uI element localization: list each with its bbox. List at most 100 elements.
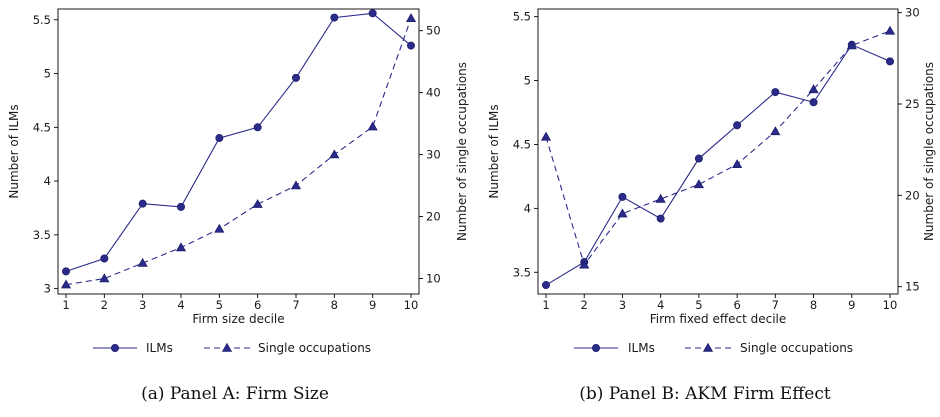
single-occupations-data-point xyxy=(252,198,263,208)
single-occupations-data-point xyxy=(329,149,340,159)
ilms-data-point xyxy=(291,73,300,82)
ilms-data-point xyxy=(618,192,627,201)
ilms-data-point xyxy=(253,123,262,132)
legend-single-occupations-label: Single occupations xyxy=(740,341,853,355)
single-occupations-data-point xyxy=(214,223,225,233)
legend-ilms-marker xyxy=(111,343,120,352)
x-tick-label: 10 xyxy=(404,298,419,312)
panel-a-caption: (a) Panel A: Firm Size xyxy=(141,384,329,404)
y-left-tick-label: 3.5 xyxy=(513,265,531,279)
y-left-tick-label: 3.5 xyxy=(33,228,51,242)
single-occupations-data-point xyxy=(884,25,896,35)
x-tick-label: 4 xyxy=(177,298,184,312)
single-occupations-data-point xyxy=(405,13,417,22)
panel-b-series xyxy=(540,25,896,290)
panel-b: 1 2 3 4 5 6 7 8 9 10 3.5 4 4.5 5 5.5 15 20 25 30 Firm fixe… xyxy=(487,6,936,355)
y-left-tick-label: 4.5 xyxy=(513,137,531,151)
panel-a-axis-labels: Firm size decile Number of ILMs Number of … xyxy=(7,62,469,326)
panel-a-series xyxy=(60,9,417,289)
y-right-tick-label: 30 xyxy=(426,148,441,162)
ilms-series-line xyxy=(545,44,891,286)
panel-a-axis-ticks: 1 2 3 4 5 6 7 8 9 10 3 3.5 4 4.5 5 5.5 10 20 30 40 50 xyxy=(33,13,441,312)
x-tick-label: 6 xyxy=(254,298,261,312)
single-occupations-data-point xyxy=(617,208,628,218)
x-tick-label: 8 xyxy=(331,298,338,312)
y-right-tick-label: 40 xyxy=(426,86,441,100)
x-tick-label: 6 xyxy=(733,298,740,312)
single-occupations-data-point xyxy=(367,121,378,131)
single-occupations-data-point xyxy=(579,259,590,269)
x-tick-label: 2 xyxy=(101,298,108,312)
single-occupations-data-point xyxy=(693,179,704,189)
x-tick-label: 8 xyxy=(810,298,817,312)
legend-single-occupations-label: Single occupations xyxy=(258,341,371,355)
ilms-data-point xyxy=(733,121,742,130)
single-occupations-data-point xyxy=(846,40,857,50)
y-left-tick-label: 4 xyxy=(524,201,531,215)
legend-ilms-label: ILMs xyxy=(146,341,173,355)
legend-ilms-label: ILMs xyxy=(628,341,655,355)
panel-a-legend: ILMs Single occupations xyxy=(93,341,371,355)
ilms-data-point xyxy=(771,88,780,97)
single-occupations-data-point xyxy=(99,273,110,283)
y-left-tick-label: 3 xyxy=(44,282,51,296)
y-axis-left-label: Number of ILMs xyxy=(487,104,501,198)
single-occupations-data-point xyxy=(175,242,187,252)
y-left-tick-label: 5.5 xyxy=(33,13,51,27)
ilms-data-point xyxy=(656,214,665,223)
ilms-series-line xyxy=(65,12,412,272)
legend-single-occupations-marker xyxy=(702,342,714,352)
panel-a: 1 2 3 4 5 6 7 8 9 10 3 3.5 4 4.5 5 5.5 10 20 30 40 50 Firm s… xyxy=(7,8,469,355)
single-occupations-data-point xyxy=(808,84,819,94)
ilms-data-point xyxy=(62,267,71,276)
y-right-tick-label: 25 xyxy=(905,97,920,111)
x-tick-label: 4 xyxy=(657,298,664,312)
y-right-tick-label: 30 xyxy=(905,6,920,20)
single-occupations-series-line xyxy=(65,18,412,286)
y-left-tick-label: 4 xyxy=(44,174,51,188)
y-left-tick-label: 4.5 xyxy=(33,120,51,134)
panel-b-axis-labels: Firm fixed effect decile Number of ILMs Nu… xyxy=(487,62,936,326)
ilms-data-point xyxy=(368,9,377,18)
ilms-data-point xyxy=(138,199,147,208)
panel-b-plot-frame xyxy=(537,8,899,295)
ilms-data-point xyxy=(330,13,339,22)
x-tick-label: 9 xyxy=(369,298,376,312)
single-occupations-data-point xyxy=(290,180,302,190)
y-right-tick-label: 10 xyxy=(426,272,441,286)
x-tick-label: 7 xyxy=(772,298,779,312)
panel-b-axis-ticks: 1 2 3 4 5 6 7 8 9 10 3.5 4 4.5 5 5.5 15 20 25 30 xyxy=(513,6,920,312)
y-left-tick-label: 5.5 xyxy=(513,10,531,24)
y-left-tick-label: 5 xyxy=(44,67,51,81)
ilms-data-point xyxy=(215,134,224,143)
single-occupations-data-point xyxy=(655,193,666,203)
y-right-tick-label: 20 xyxy=(426,210,441,224)
x-tick-label: 5 xyxy=(216,298,223,312)
ilms-data-point xyxy=(100,254,109,263)
ilms-data-point xyxy=(406,41,415,50)
x-tick-label: 7 xyxy=(292,298,299,312)
panel-b-caption: (b) Panel B: AKM Firm Effect xyxy=(579,384,831,404)
x-tick-label: 3 xyxy=(619,298,626,312)
x-tick-label: 3 xyxy=(139,298,146,312)
single-occupations-data-point xyxy=(60,279,72,289)
ilms-data-point xyxy=(542,281,551,290)
y-axis-right-label: Number of single occupations xyxy=(455,62,469,241)
x-tick-label: 9 xyxy=(848,298,855,312)
x-tick-label: 5 xyxy=(695,298,702,312)
single-occupations-data-point xyxy=(540,131,552,141)
y-right-tick-label: 15 xyxy=(905,280,920,294)
x-tick-label: 10 xyxy=(883,298,898,312)
single-occupations-data-point xyxy=(137,257,148,267)
y-axis-right-label: Number of single occupations xyxy=(922,62,936,241)
x-tick-label: 1 xyxy=(62,298,69,312)
single-occupations-data-point xyxy=(770,126,781,136)
y-right-tick-label: 50 xyxy=(426,24,441,38)
panel-a-plot-frame xyxy=(57,8,420,295)
ilms-data-point xyxy=(809,98,818,107)
single-occupations-series-line xyxy=(545,30,891,266)
panel-b-legend: ILMs Single occupations xyxy=(574,341,853,355)
ilms-data-point xyxy=(176,202,185,211)
single-occupations-data-point xyxy=(732,159,743,168)
